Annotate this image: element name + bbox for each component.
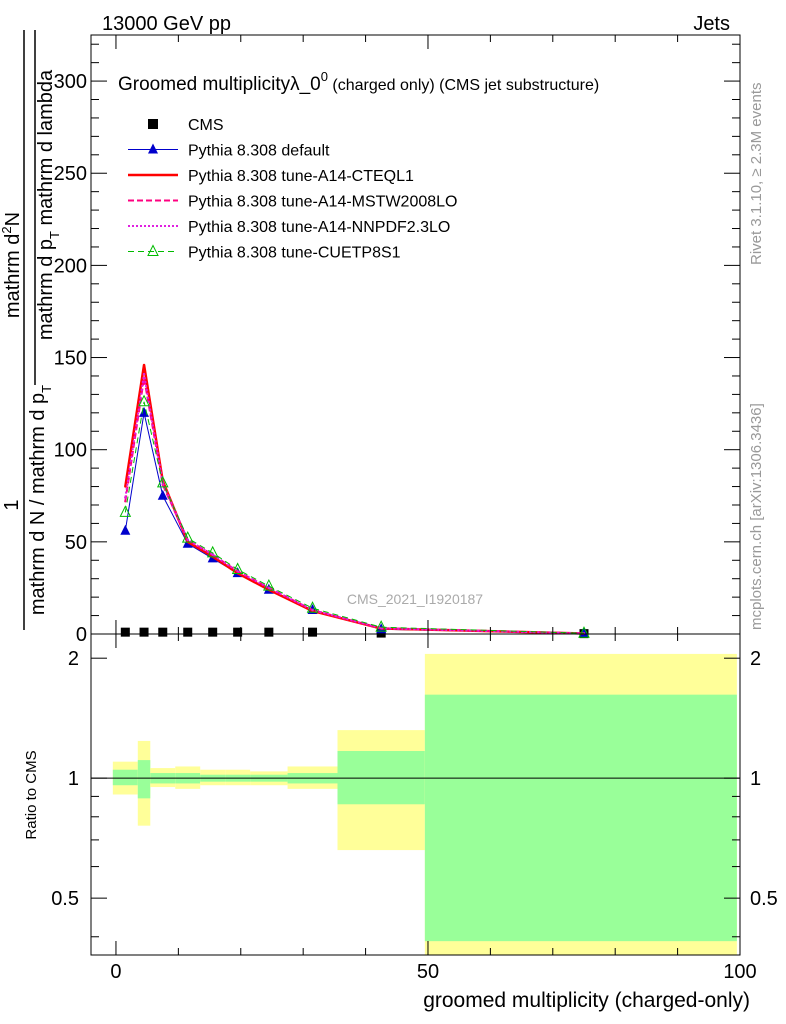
data-point <box>120 627 130 637</box>
series-line <box>124 373 585 635</box>
band-stat <box>337 750 425 805</box>
legend-item: Pythia 8.308 tune-CUETP8S1 <box>128 244 401 262</box>
data-point <box>206 545 219 558</box>
ratio-y-tick-label-right: 2 <box>750 648 761 670</box>
legend-label: Pythia 8.308 tune-A14-MSTW2008LO <box>188 194 457 211</box>
legend-item: Pythia 8.308 default <box>128 143 330 160</box>
data-point <box>306 601 319 613</box>
data-point <box>157 489 168 500</box>
band-stat <box>137 760 151 799</box>
y-tick-label: 0 <box>76 624 87 646</box>
ratio-plot-area <box>91 653 740 955</box>
x-tick-label: 50 <box>417 961 439 983</box>
data-point <box>263 578 275 591</box>
ylabel-denominator: mathrm d pT mathrm d lambda <box>35 69 62 340</box>
data-point <box>183 627 193 637</box>
legend-label: CMS <box>188 117 224 134</box>
ratio-y-tick-label-left: 2 <box>68 648 79 670</box>
data-point <box>138 394 150 407</box>
legend-marker <box>148 143 158 154</box>
data-point <box>211 553 214 556</box>
legend-label: Pythia 8.308 tune-A14-CTEQL1 <box>188 168 414 185</box>
legend-label: Pythia 8.308 tune-A14-NNPDF2.3LO <box>188 219 450 236</box>
data-point <box>120 524 131 535</box>
data-point <box>578 626 590 638</box>
data-point <box>142 372 146 376</box>
y-tick-label: 50 <box>65 532 87 554</box>
ratio-y-axis: 0.5 0.5 1 1 2 2 <box>51 648 778 938</box>
data-point <box>181 531 194 543</box>
data-point <box>231 562 244 574</box>
legend-label: Pythia 8.308 default <box>188 143 330 160</box>
series-4 <box>124 372 586 635</box>
data-point <box>124 485 127 488</box>
y-tick-label: 100 <box>54 440 87 462</box>
data-point <box>124 496 127 499</box>
header-right: Jets <box>693 13 730 35</box>
plot-title-main: Groomed multiplicityλ_0 <box>118 74 321 95</box>
legend-label: Pythia 8.308 tune-CUETP8S1 <box>188 245 401 262</box>
data-point <box>139 627 149 637</box>
ylabel-prefactor-denominator: mathrm d N / mathrm d pT <box>27 385 54 615</box>
series-line <box>124 401 585 634</box>
legend-marker <box>148 119 158 129</box>
y-tick-label: 300 <box>54 71 87 93</box>
header-left: 13000 GeV pp <box>102 13 231 35</box>
x-tick-label: 0 <box>110 961 121 983</box>
ratio-plot-frame <box>90 633 741 956</box>
data-point <box>124 500 127 503</box>
main-panel: CMS_2021_I1920187 0 50 100 150 200 250 300 Gro… <box>0 30 741 646</box>
ratio-y-tick-label-right: 1 <box>750 768 761 790</box>
legend-item: Pythia 8.308 tune-A14-CTEQL1 <box>128 168 414 185</box>
legend-item: Pythia 8.308 tune-A14-NNPDF2.3LO <box>128 219 450 236</box>
plot-title-sup: 0 <box>321 69 328 84</box>
rivet-label: Rivet 3.1.10, ≥ 2.3M events <box>748 83 765 266</box>
data-point <box>119 505 132 517</box>
ratio-y-tick-label-right: 0.5 <box>750 888 778 910</box>
band-stat <box>112 769 138 786</box>
legend-item: CMS <box>148 117 224 134</box>
ratio-y-label: Ratio to CMS <box>23 750 40 839</box>
band-stat <box>424 694 737 942</box>
y-tick-label: 250 <box>54 163 87 185</box>
data-point <box>264 627 274 637</box>
data-point <box>208 627 218 637</box>
x-tick-label: 100 <box>723 961 756 983</box>
y-tick-label: 150 <box>54 348 87 370</box>
data-point <box>267 586 271 590</box>
legend-marker <box>147 244 159 256</box>
legend-item: Pythia 8.308 tune-A14-MSTW2008LO <box>128 194 457 211</box>
data-point <box>158 627 168 637</box>
main-plot-area <box>119 363 590 639</box>
plot-title: Groomed multiplicityλ_00 (charged only) … <box>118 69 599 95</box>
ratio-panel: 0.5 0.5 1 1 2 2 0 50 100 Ratio to CMS groomed m… <box>23 633 778 1012</box>
data-point <box>375 620 387 632</box>
data-point <box>236 570 239 573</box>
watermark: CMS_2021_I1920187 <box>347 591 483 607</box>
data-point <box>142 363 146 367</box>
series-5 <box>119 394 590 638</box>
plot-title-rest: (charged only) (CMS jet substructure) <box>328 77 599 94</box>
x-axis-label: groomed multiplicity (charged-only) <box>423 989 750 1012</box>
data-point <box>311 608 314 612</box>
ratio-x-axis: 0 50 100 <box>110 634 757 983</box>
ratio-y-tick-label-left: 1 <box>68 768 79 790</box>
ratio-y-tick-label-left: 0.5 <box>51 888 79 910</box>
ylabel-prefactor: 1 <box>1 499 23 510</box>
data-point <box>308 627 318 637</box>
data-point <box>156 475 169 488</box>
legend: CMS Pythia 8.308 default Pythia 8.308 tune… <box>128 117 457 262</box>
y-tick-label: 200 <box>54 255 87 277</box>
mcplots-label: mcplots.cern.ch [arXiv:1306.3436] <box>748 403 765 630</box>
data-point <box>233 627 243 637</box>
main-y-axis: 0 50 100 150 200 250 300 <box>54 43 740 646</box>
main-x-ticks <box>115 35 741 634</box>
data-point <box>139 406 150 417</box>
ylabel-numerator: mathrm d2N <box>0 212 24 318</box>
data-point <box>186 538 189 542</box>
main-y-label: 1 mathrm d2N mathrm d pT mathrm d lambda… <box>0 30 62 630</box>
